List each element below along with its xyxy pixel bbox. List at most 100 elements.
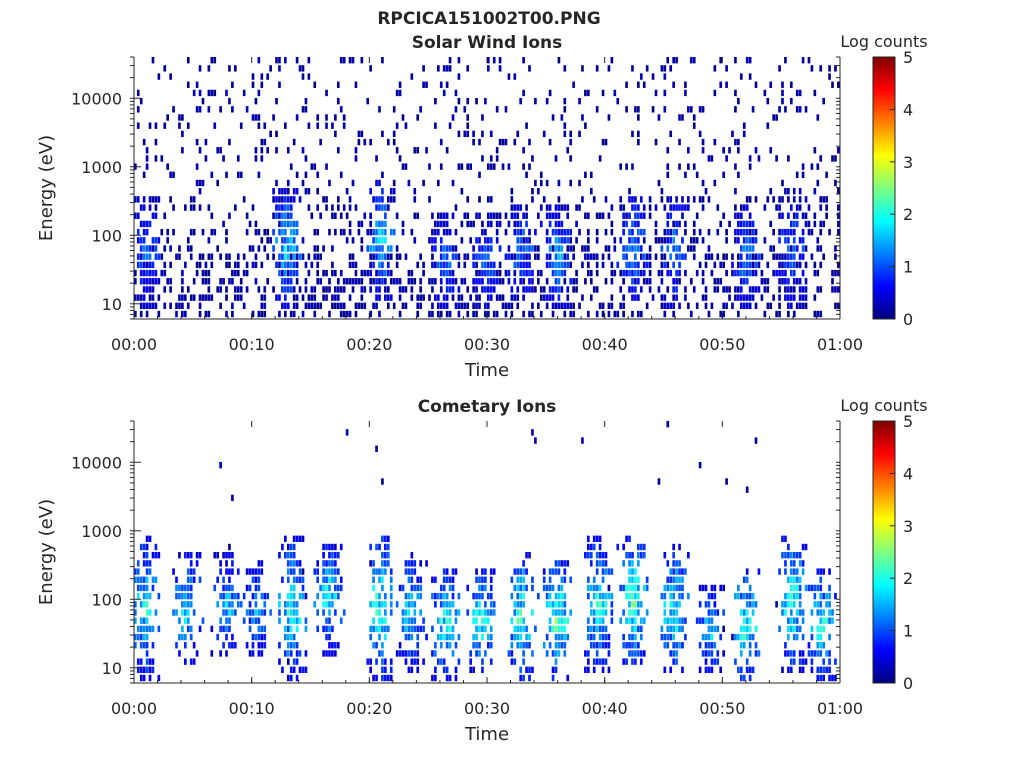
spectrogram-cell: [239, 286, 243, 293]
spectrogram-cell: [348, 196, 352, 203]
spectrogram-cell: [222, 642, 225, 649]
spectrogram-cell: [372, 568, 375, 575]
spectrogram-cell: [822, 220, 825, 228]
spectrogram-cell: [463, 130, 467, 138]
spectrogram-cell: [481, 617, 484, 624]
spectrogram-cell: [772, 114, 775, 121]
spectrogram-cell: [754, 625, 758, 633]
spectrogram-cell: [257, 642, 261, 649]
spectrogram-cell: [448, 633, 452, 641]
spectrogram-cell: [587, 237, 590, 244]
spectrogram-cell: [375, 228, 378, 236]
spectrogram-cell: [154, 269, 158, 277]
spectrogram-cell: [595, 212, 599, 219]
spectrogram-cell: [748, 155, 752, 162]
spectrogram-cell: [286, 601, 290, 608]
spectrogram-cell: [560, 633, 564, 641]
spectrogram-cell: [472, 609, 475, 616]
spectrogram-cell: [225, 253, 228, 260]
spectrogram-cell: [454, 642, 458, 649]
spectrogram-cell: [778, 310, 781, 318]
spectrogram-cell: [575, 204, 578, 211]
spectrogram-cell: [754, 261, 758, 269]
spectrogram-cell: [489, 245, 493, 252]
spectrogram-cell: [328, 584, 331, 592]
spectrogram-cell: [707, 196, 711, 203]
spectrogram-cell: [787, 592, 790, 600]
spectrogram-cell: [275, 294, 278, 301]
spectrogram-cell: [678, 245, 681, 252]
spectrogram-cell: [207, 65, 211, 72]
spectrogram-cell: [254, 592, 258, 600]
spectrogram-cell: [372, 576, 375, 583]
spectrogram-cell: [151, 584, 155, 592]
spectrogram-cell: [604, 560, 608, 567]
spectrogram-cell: [560, 204, 564, 211]
spectrogram-cell: [554, 650, 558, 657]
spectrogram-cell: [219, 617, 222, 624]
spectrogram-cell: [278, 609, 281, 616]
spectrogram-cell: [631, 658, 634, 665]
spectrogram-cell: [816, 245, 820, 252]
spectrogram-cell: [286, 302, 290, 310]
spectrogram-cell: [669, 666, 673, 674]
spectrogram-cell: [487, 633, 490, 641]
spectrogram-cell: [284, 302, 287, 310]
spectrogram-cell: [307, 294, 311, 301]
spectrogram-cell: [778, 625, 781, 633]
spectrogram-cell: [189, 245, 193, 252]
spectrogram-cell: [257, 89, 261, 97]
spectrogram-cell: [248, 601, 252, 608]
spectrogram-cell: [719, 261, 723, 269]
spectrogram-cell: [831, 674, 834, 682]
spectrogram-cell: [381, 617, 384, 624]
spectrogram-cell: [728, 147, 731, 154]
spectrogram-cell: [554, 245, 558, 252]
spectrogram-cell: [381, 196, 384, 203]
spectrogram-cell: [307, 253, 311, 260]
spectrogram-cell: [157, 253, 161, 260]
spectrogram-cell: [519, 245, 523, 252]
spectrogram-cell: [184, 204, 187, 211]
spectrogram-cell: [295, 302, 299, 310]
spectrogram-cell: [548, 642, 552, 649]
spectrogram-cell: [284, 294, 287, 301]
spectrogram-cell: [737, 147, 740, 154]
spectrogram-cell: [492, 601, 496, 608]
spectrogram-cell: [810, 633, 814, 641]
spectrogram-cell: [522, 568, 525, 575]
spectrogram-cell: [813, 592, 817, 600]
spectrogram-cell: [145, 609, 149, 616]
spectrogram-cell: [554, 666, 558, 674]
spectrogram-cell: [392, 278, 396, 285]
spectrogram-cell: [792, 188, 796, 195]
spectrogram-cell: [625, 163, 628, 170]
spectrogram-cell: [289, 245, 293, 252]
colorbar-label: Log counts: [840, 396, 927, 415]
spectrogram-cell: [645, 253, 649, 260]
spectrogram-cell: [266, 278, 270, 285]
spectrogram-cell: [675, 642, 678, 649]
spectrogram-cell: [498, 294, 502, 301]
spectrogram-cell: [478, 625, 481, 633]
spectrogram-cell: [278, 601, 281, 608]
spectrogram-cell: [504, 269, 508, 277]
spectrogram-cell: [522, 89, 525, 97]
spectrogram-cell: [484, 625, 487, 633]
spectrogram-cell: [389, 269, 393, 277]
spectrogram-cell: [475, 237, 478, 244]
spectrogram-cell: [772, 253, 775, 260]
spectrogram-cell: [460, 237, 464, 244]
spectrogram-cell: [531, 310, 534, 318]
spectrogram-cell: [389, 278, 393, 285]
spectrogram-cell: [422, 179, 425, 187]
spectrogram-cell: [669, 253, 673, 260]
spectrogram-cell: [434, 294, 437, 301]
spectrogram-cell: [663, 302, 667, 310]
spectrogram-cell: [384, 294, 387, 301]
spectrogram-cell: [328, 633, 331, 641]
spectrogram-cell: [754, 642, 758, 649]
spectrogram-cell: [737, 171, 740, 179]
spectrogram-cell: [260, 633, 264, 641]
colorbar-tick-label: 4: [903, 464, 913, 483]
